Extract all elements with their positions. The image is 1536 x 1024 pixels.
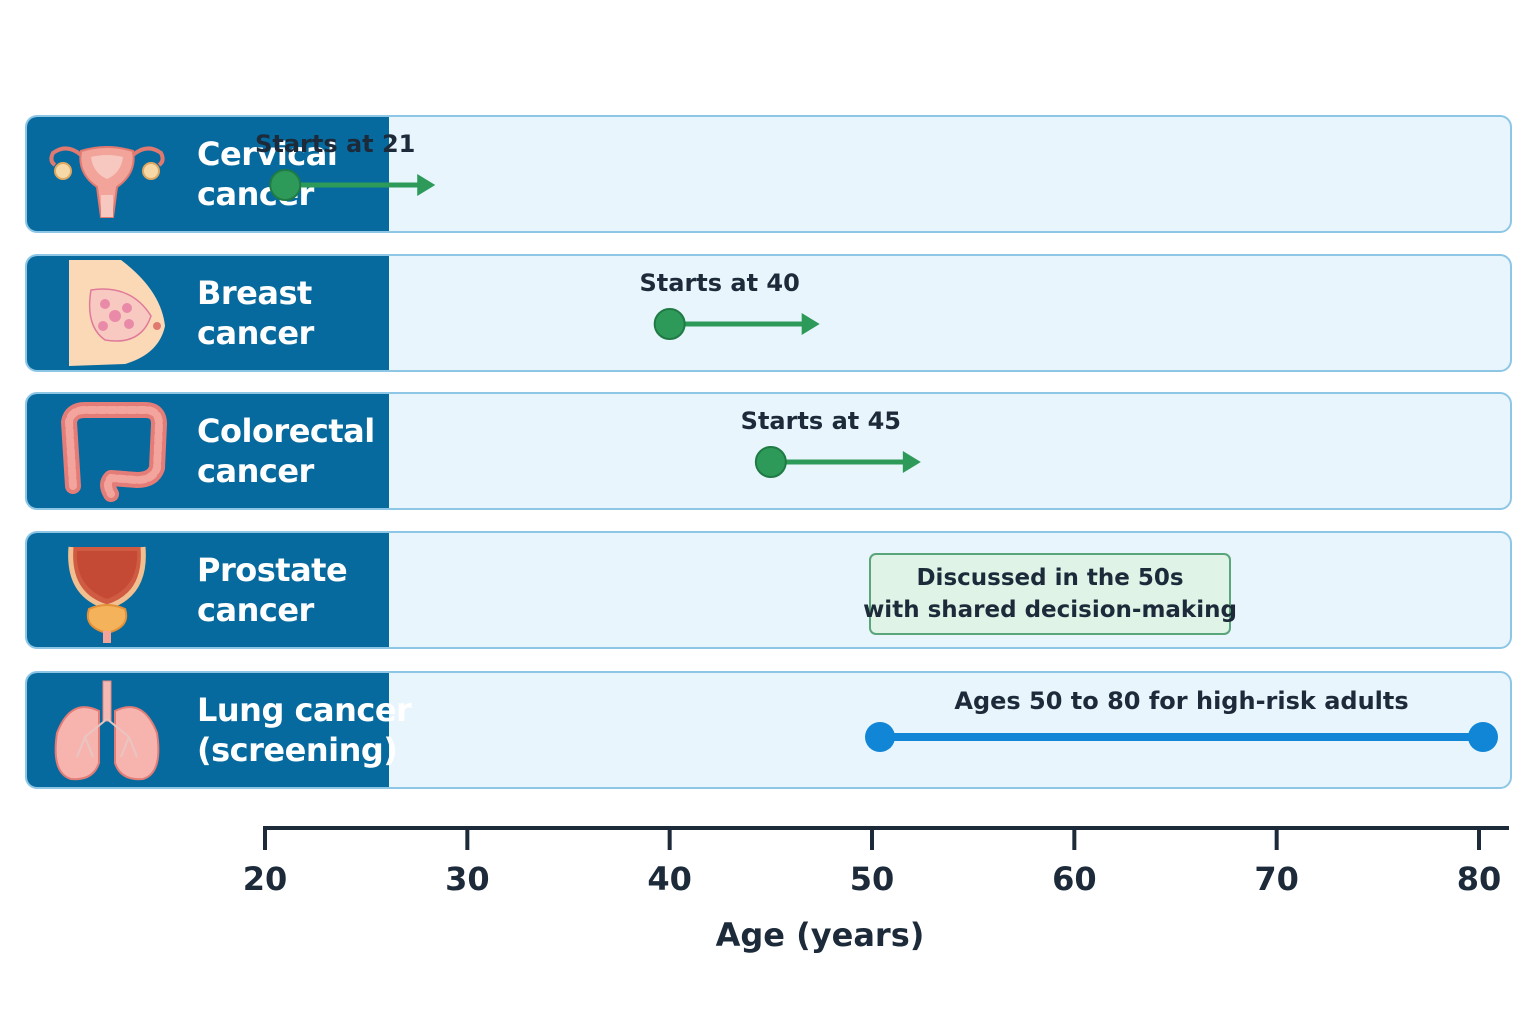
axis-tick-label: 40 <box>647 860 692 898</box>
row-colorectal: Colorectal cancer <box>25 392 1512 510</box>
start-arrow-head-breast <box>801 313 820 335</box>
start-label-cervical: Starts at 21 <box>255 130 416 158</box>
row-title-prostate: Prostate cancer <box>197 533 387 647</box>
prostate-icon <box>68 546 146 643</box>
axis-tick-label: 50 <box>849 860 895 898</box>
start-arrow-head-cervical <box>417 174 436 196</box>
breast-icon <box>69 260 165 366</box>
lungs-icon <box>54 680 160 781</box>
shared-decision-text: with shared decision-making <box>863 597 1237 623</box>
shared-decision-box-prostate: Discussed in the 50s with shared decision… <box>863 553 1237 635</box>
start-point-cervical <box>269 169 302 201</box>
row-title-line: cancer <box>197 591 314 629</box>
axis-tick-label: 60 <box>1052 860 1097 898</box>
colon-icon <box>61 402 167 502</box>
row-prostate: Prostate cancer <box>25 531 1512 649</box>
row-title-colorectal: Colorectal cancer <box>197 394 387 508</box>
range-label-lung: Ages 50 to 80 for high-risk adults <box>954 687 1409 715</box>
row-label-colorectal: Colorectal cancer <box>27 394 389 508</box>
start-label-colorectal: Starts at 45 <box>740 407 901 435</box>
row-title-line: Breast <box>197 274 312 312</box>
row-title-line: cancer <box>197 452 314 490</box>
row-title-line: Lung cancer <box>197 691 412 729</box>
uterus-icon <box>49 146 165 218</box>
row-title-line: (screening) <box>197 731 398 769</box>
row-title-line: Prostate <box>197 551 348 589</box>
row-breast: Breast cancer <box>25 254 1512 372</box>
row-lung: Lung cancer (screening) <box>25 671 1512 789</box>
axis-title: Age (years) <box>715 916 925 954</box>
row-title-line: Colorectal <box>197 412 375 450</box>
axis-tick-label: 30 <box>445 860 490 898</box>
start-arrow-head-colorectal <box>902 451 921 473</box>
axis-tick-label: 80 <box>1456 860 1502 898</box>
shared-decision-text: Discussed in the 50s <box>916 565 1184 591</box>
row-label-lung: Lung cancer (screening) <box>27 673 412 787</box>
axis-tick-label: 70 <box>1254 860 1299 898</box>
row-title-breast: Breast cancer <box>197 256 387 370</box>
row-title-lung: Lung cancer (screening) <box>197 673 412 787</box>
start-point-breast <box>653 308 686 340</box>
axis-tick-label: 20 <box>242 860 288 898</box>
row-cervical: Cervical cancer <box>25 115 1512 233</box>
start-point-colorectal <box>754 446 787 478</box>
row-label-cervical: Cervical cancer <box>27 117 389 231</box>
row-label-breast: Breast cancer <box>27 256 389 370</box>
start-label-breast: Starts at 40 <box>639 269 800 297</box>
range-end-point-lung <box>1468 722 1498 752</box>
row-title-line: cancer <box>197 314 314 352</box>
row-label-prostate: Prostate cancer <box>27 533 389 647</box>
row-title-line: Cervical <box>197 135 338 173</box>
range-start-point-lung <box>865 722 895 752</box>
